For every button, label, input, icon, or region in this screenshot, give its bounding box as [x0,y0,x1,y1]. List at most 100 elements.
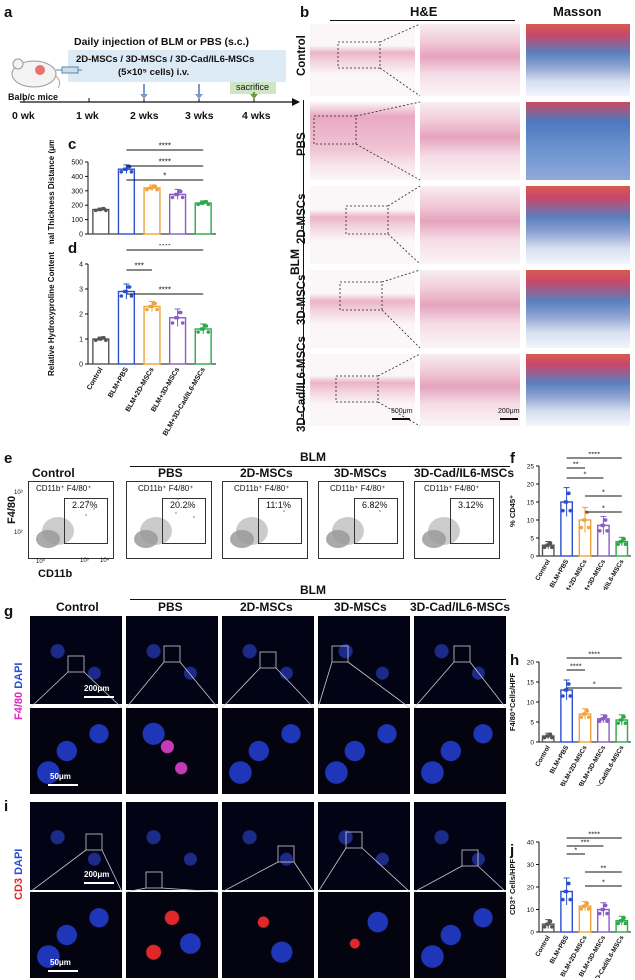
chart-f-dot-1-5 [567,491,571,496]
chart-d-dot-2-5 [153,301,157,306]
flow-col-pbs: PBS [158,466,183,480]
tp-4: 4 wks [242,110,271,122]
chart-d-ytick-label-1: 1 [79,337,83,344]
sacrifice-box [230,82,276,94]
chart-c-dot-1-5 [127,164,132,169]
if-g-top-3d [318,616,410,704]
he-overview-control [310,24,415,96]
panel-label-d: d [68,240,78,257]
chart-h-f480-cells: 05101520F4/80⁺Cells/HPFControlBLM+PBSBLM… [508,650,631,786]
chart-h-ylabel: F4/80⁺Cells/HPF [508,673,517,732]
chart-d-dot-3-4 [175,315,180,320]
chart-f-dot-4-5 [622,537,626,541]
mouse-icon [11,58,61,89]
chart-d-dot-4-5 [204,324,209,328]
chart-j-dot-1-0 [561,897,565,902]
chart-j-sig-4: * [602,878,605,887]
chart-j-dot-4-3 [623,921,628,926]
chart-h-dot-4-3 [623,721,628,725]
tp-1: 1 wk [76,110,99,122]
chart-h-dot-3-0 [597,719,602,723]
panel-label-h: h [510,652,520,669]
he-overview-2d [310,186,415,264]
chart-h-sig-1: **** [570,662,582,671]
chart-j-sig-2: * [574,846,577,855]
chart-d-bar-0 [92,338,110,365]
chart-f-dot-1-4 [564,500,569,504]
chart-f-sig-3: * [602,488,605,497]
chart-h-dot-2-4 [583,712,587,716]
scale-bar-left-b [392,418,410,420]
panel-label-g: g [4,603,14,620]
gate-pbs [162,498,206,544]
chart-d-dot-0-3 [104,338,108,342]
gate-3d [354,498,398,544]
chart-d-ytick-label-3: 3 [79,287,83,294]
chart-h-dot-2-0 [579,715,584,719]
zoom-guides-b [313,23,421,427]
chart-c-bar-2 [143,187,161,235]
chart-c-dot-3-0 [170,195,175,200]
chart-h-dot-3-5 [603,714,608,719]
chart-f-dot-0-0 [542,545,547,550]
chart-d-dot-3-0 [170,321,175,325]
gate-3dcad [450,498,494,544]
if-g-bot-control [30,708,122,794]
chart-d-cat-1: BLM+PBS [107,366,130,399]
chart-c-ytick-label-1: 100 [71,217,83,224]
gate-label-control: CD11b⁺ F4/80⁺ [36,484,92,493]
if-g-top-control [30,616,122,704]
syringe-icon [56,66,82,74]
scale-label-i-top: 200μm [84,870,110,879]
chart-d-ytick-label-4: 4 [79,262,83,269]
gate-label-3dcad: CD11b⁺ F4/80⁺ [424,484,480,493]
flow-scatter-clouds [36,498,469,548]
chart-d-cat-0: Control [86,366,105,391]
he-zoom-pbs [420,102,520,180]
chart-j-dot-3-4 [601,907,606,912]
scale-bar-g-bot [48,784,78,786]
blm-bracket-b [303,100,304,425]
chart-j-dot-3-3 [605,911,609,916]
scale-bar-mid-b [500,418,518,420]
chart-f-dot-3-5 [603,518,608,522]
chart-d-bar-1 [117,290,136,365]
chart-h-sig-0: **** [588,650,600,659]
chart-d-dot-1-3 [129,294,134,298]
blm-line-g [130,599,506,600]
chart-f-sig-4: * [602,504,605,513]
chart-h-dot-1-4 [564,688,569,692]
chart-d-ylabel: Relative Hydroxyproline Content [47,252,56,376]
flow-xtick-1: 10⁰ [36,559,46,565]
chart-d-dot-2-3 [155,307,159,312]
chart-h-dot-3-4 [601,717,606,721]
flow-col-control: Control [32,466,75,480]
chart-j-ylabel: CD3⁺ Cells/HPF [508,859,517,915]
chart-f-sig-2: * [584,470,587,479]
chart-j-dot-0-4 [546,922,550,926]
gate-pct-2d: 11.1% [266,500,291,510]
chart-c-dot-0-0 [93,208,98,213]
panel-label-j: j [510,842,515,859]
if-side-label-g: F4/80 DAPI [13,663,25,720]
chart-d-dot-4-3 [206,330,211,334]
if-i-bot-2d [222,892,314,978]
chart-j-ytick-label-4: 40 [527,840,535,847]
chart-f-dot-0-3 [550,545,554,550]
chart-c-dot-0-4 [99,207,103,212]
chart-c-bar-0 [92,208,110,235]
chart-c-dot-2-3 [155,187,159,192]
chart-f-dot-3-3 [605,529,609,533]
chart-f-ytick-label-4: 20 [527,482,535,489]
if-i-top-3d [318,802,410,890]
if-col-2d: 2D-MSCs [240,600,293,614]
chart-d-hydroxyproline: 0 1 2 3 4 Relative Hydroxyproline Content Cont… [47,244,216,437]
blm-label-g: BLM [300,583,326,597]
tp-2: 2 wks [130,110,159,122]
chart-j-dot-0-5 [548,919,553,924]
scale-label-g-bot: 50μm [50,772,71,781]
chart-f-sig-1: ** [573,460,579,469]
masson-3dcad [526,354,630,426]
